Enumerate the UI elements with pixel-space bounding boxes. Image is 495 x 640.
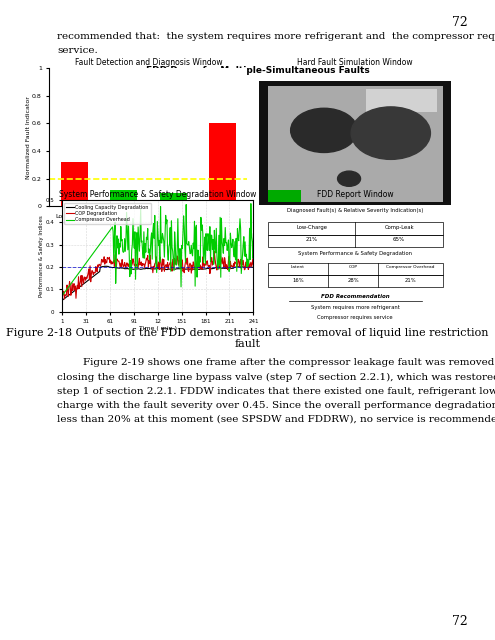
Text: 65%: 65% [393,237,405,242]
Text: 28%: 28% [347,278,359,283]
Title: FDD Report Window: FDD Report Window [317,190,394,199]
Title: Hard Fault Simulation Window: Hard Fault Simulation Window [297,58,413,67]
Text: Comp-Leak: Comp-Leak [384,225,414,230]
Bar [209,124,236,206]
FancyBboxPatch shape [268,190,301,202]
Text: FDD Demo for Multiple-Simultaneous Faults: FDD Demo for Multiple-Simultaneous Fault… [146,66,369,75]
Text: 72: 72 [452,616,468,628]
Circle shape [351,107,431,159]
Text: 21%: 21% [305,237,318,242]
Text: service.: service. [57,46,98,55]
Title: Fault Detection and Diagnosis Window: Fault Detection and Diagnosis Window [75,58,222,67]
Text: Compressor Overhead: Compressor Overhead [386,265,435,269]
FancyBboxPatch shape [268,86,443,202]
Legend: Cooling Capacity Degradation, COP Degradation, Compressor Overhead: Cooling Capacity Degradation, COP Degrad… [64,202,151,225]
Text: Figure 2-19 shows one frame after the compressor leakage fault was removed by: Figure 2-19 shows one frame after the co… [57,358,495,367]
FancyBboxPatch shape [259,81,451,205]
Text: 72: 72 [452,16,468,29]
Text: FDD Recommendation: FDD Recommendation [321,294,390,299]
Text: Low-Charge: Low-Charge [296,225,327,230]
Text: 21%: 21% [405,278,416,283]
Text: System Performance & Safety Degradation: System Performance & Safety Degradation [298,252,412,257]
Text: Figure 2-18 Outputs of the FDD demonstration after removal of liquid line restri: Figure 2-18 Outputs of the FDD demonstra… [6,328,489,338]
Text: closing the discharge line bypass valve (step 7 of section 2.2.1), which was res: closing the discharge line bypass valve … [57,372,495,381]
Circle shape [291,108,357,152]
X-axis label: Time ( min ): Time ( min ) [139,326,177,331]
X-axis label: Individual Fault Name: Individual Fault Name [114,220,183,225]
Title: System Performance & Safety Degradation Window: System Performance & Safety Degradation … [59,190,256,199]
Text: step 1 of section 2.2.1. FDDW indicates that there existed one fault, refrigeran: step 1 of section 2.2.1. FDDW indicates … [57,387,495,396]
Text: less than 20% at this moment (see SPSDW and FDDRW), no service is recommended.: less than 20% at this moment (see SPSDW … [57,415,495,424]
Y-axis label: Performance & Safety Indices: Performance & Safety Indices [39,215,44,297]
Text: fault: fault [235,339,260,349]
Text: Compressor requires service: Compressor requires service [317,315,393,320]
Text: charge with the fault severity over 0.45. Since the overall performance degradat: charge with the fault severity over 0.45… [57,401,495,410]
Text: 16%: 16% [292,278,304,283]
Y-axis label: Normalized Fault Indicator: Normalized Fault Indicator [26,96,31,179]
Bar [60,162,88,206]
Text: recommended that:  the system requires more refrigerant and  the compressor requ: recommended that: the system requires mo… [57,32,495,41]
Bar [159,193,187,206]
FancyBboxPatch shape [366,89,437,113]
Text: Diagnosed Fault(s) & Relative Severity Indication(s): Diagnosed Fault(s) & Relative Severity I… [287,208,424,213]
Text: Latent: Latent [291,265,305,269]
Text: COP: COP [348,265,358,269]
Circle shape [338,171,360,186]
Bar [110,190,137,206]
Text: System requires more refrigerant: System requires more refrigerant [311,305,400,310]
